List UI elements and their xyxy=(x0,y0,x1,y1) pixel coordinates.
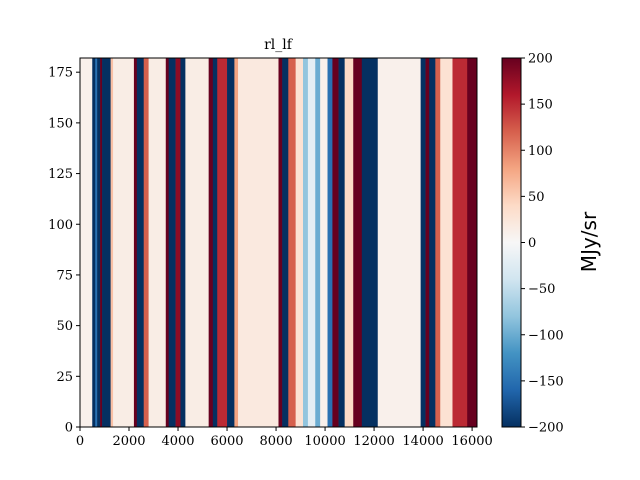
heatmap-band-19 xyxy=(217,58,228,427)
colorbar-tick-label: 50 xyxy=(528,190,545,205)
heatmap-band-36 xyxy=(361,58,379,427)
heatmap-band-25 xyxy=(288,58,296,427)
heatmap-band-7 xyxy=(113,58,135,427)
heatmap-band-3 xyxy=(97,58,101,427)
heatmap-band-26 xyxy=(295,58,304,427)
colorbar xyxy=(501,57,522,428)
colorbar-axis: −200 −150 −100 −50 0 50 100 150 200 xyxy=(521,52,564,436)
heatmap-band-10 xyxy=(143,58,149,427)
heatmap-band-16 xyxy=(185,58,209,427)
heatmap-band-40 xyxy=(429,58,436,427)
heatmap-band-21 xyxy=(234,58,239,427)
x-tick-label: 12000 xyxy=(353,434,394,449)
colorbar-tick-label: 100 xyxy=(528,144,553,159)
heatmap-band-30 xyxy=(320,58,328,427)
heatmap-band-9 xyxy=(136,58,145,427)
heatmap-cells xyxy=(80,58,478,427)
heatmap-band-11 xyxy=(148,58,167,427)
x-axis: 0 2000 4000 6000 8000 10000 12000 14000 16000 xyxy=(76,427,493,449)
x-tick-label: 16000 xyxy=(451,434,492,449)
colorbar-tick-label: −100 xyxy=(528,328,564,343)
x-tick-label: 8000 xyxy=(260,434,293,449)
heatmap-band-37 xyxy=(377,58,421,427)
colorbar-label: MJy/sr xyxy=(577,211,601,272)
x-tick-label: 2000 xyxy=(112,434,145,449)
heatmap-band-31 xyxy=(327,58,333,427)
heatmap-band-38 xyxy=(420,58,426,427)
heatmap-band-0 xyxy=(80,58,93,427)
heatmap-band-39 xyxy=(425,58,430,427)
heatmap-band-4 xyxy=(100,58,103,427)
y-tick-label: 100 xyxy=(48,218,73,233)
x-tick-label: 4000 xyxy=(161,434,194,449)
x-tick-label: 0 xyxy=(76,434,84,449)
heatmap-band-42 xyxy=(440,58,453,427)
heatmap-band-34 xyxy=(344,58,354,427)
y-tick-label: 150 xyxy=(48,116,73,131)
y-tick-label: 50 xyxy=(56,319,73,334)
colorbar-tick-label: 200 xyxy=(528,52,553,67)
plot-frame xyxy=(79,57,478,428)
y-tick-label: 75 xyxy=(56,268,73,283)
y-tick-label: 175 xyxy=(48,66,73,81)
colorbar-tick-label: −50 xyxy=(528,282,555,297)
heatmap-band-13 xyxy=(168,58,176,427)
heatmap-band-32 xyxy=(332,58,339,427)
heatmap-band-6 xyxy=(110,58,114,427)
heatmap-band-41 xyxy=(435,58,441,427)
x-tick-label: 10000 xyxy=(304,434,345,449)
y-tick-label: 125 xyxy=(48,167,73,182)
heatmap-band-22 xyxy=(238,58,279,427)
heatmap-band-27 xyxy=(303,58,309,427)
heatmap-band-24 xyxy=(282,58,289,427)
heatmap-band-15 xyxy=(180,58,186,427)
x-tick-label: 6000 xyxy=(210,434,243,449)
x-tick-label: 14000 xyxy=(402,434,443,449)
heatmap-band-17 xyxy=(208,58,214,427)
heatmap-band-1 xyxy=(92,58,96,427)
y-tick-label: 25 xyxy=(56,370,73,385)
colorbar-tick-label: −150 xyxy=(528,374,564,389)
heatmap-band-18 xyxy=(212,58,218,427)
heatmap-band-35 xyxy=(353,58,363,427)
heatmap-band-28 xyxy=(307,58,316,427)
heatmap-band-5 xyxy=(102,58,111,427)
heatmap-band-43 xyxy=(452,58,468,427)
y-tick-label: 0 xyxy=(65,421,73,436)
heatmap-band-23 xyxy=(278,58,283,427)
heatmap-band-2 xyxy=(95,58,98,427)
colorbar-tick-label: −200 xyxy=(528,421,564,436)
heatmap-band-8 xyxy=(133,58,138,427)
chart-title: rl_lf xyxy=(264,37,294,53)
heatmap-band-14 xyxy=(175,58,181,427)
colorbar-tick-label: 150 xyxy=(528,98,553,113)
heatmap-band-20 xyxy=(227,58,235,427)
y-axis: 0 25 50 75 100 125 150 175 xyxy=(48,66,80,436)
heatmap-band-29 xyxy=(315,58,321,427)
heatmap-band-33 xyxy=(338,58,345,427)
heatmap-band-44 xyxy=(467,58,478,427)
colorbar-tick-label: 0 xyxy=(528,236,536,251)
heatmap-band-12 xyxy=(165,58,170,427)
